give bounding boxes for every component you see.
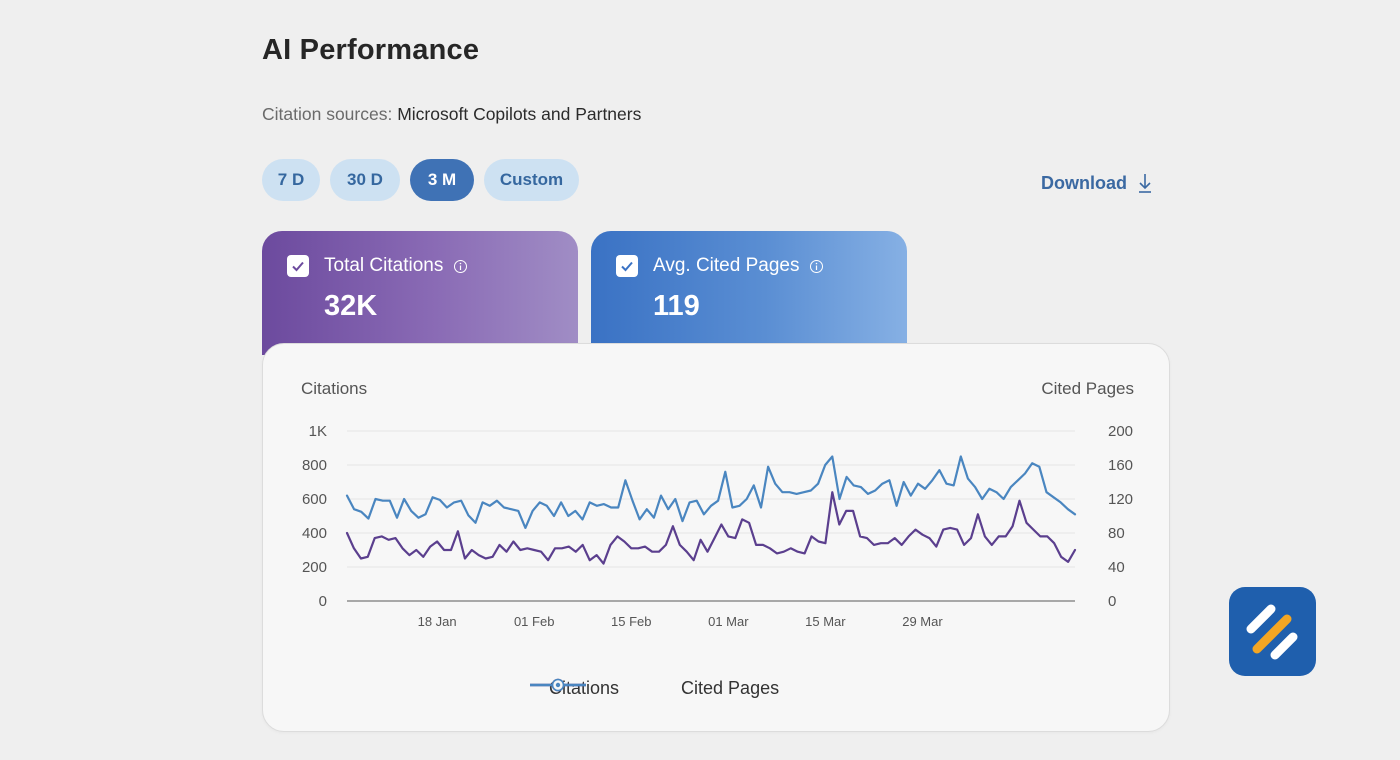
x-tick-label: 15 Feb xyxy=(611,614,651,629)
citation-sources-label: Citation sources: xyxy=(262,104,393,124)
y-right-tick-label: 120 xyxy=(1108,491,1133,508)
x-tick-label: 29 Mar xyxy=(902,614,943,629)
chart-legend: Citations Cited Pages xyxy=(529,678,779,699)
y-right-tick-label: 160 xyxy=(1108,457,1133,474)
download-icon xyxy=(1139,174,1151,193)
y-left-tick-label: 800 xyxy=(302,457,327,474)
y-right-tick-label: 80 xyxy=(1108,525,1125,542)
legend-cited-pages-label: Cited Pages xyxy=(681,678,780,698)
total-citations-label: Total Citations xyxy=(324,255,444,276)
left-axis-title: Citations xyxy=(301,379,367,398)
x-tick-label: 15 Mar xyxy=(805,614,846,629)
series-line-citations[interactable] xyxy=(345,491,1077,565)
y-right-tick-label: 0 xyxy=(1108,593,1116,610)
range-custom-button[interactable]: Custom xyxy=(484,159,579,201)
y-left-tick-label: 600 xyxy=(302,491,327,508)
logo-icon xyxy=(1246,604,1298,660)
x-tick-label: 18 Jan xyxy=(418,614,457,629)
right-axis-title: Cited Pages xyxy=(1041,379,1134,398)
series-line-cited-pages[interactable] xyxy=(345,455,1077,529)
info-icon[interactable] xyxy=(809,259,824,274)
range-7d-button[interactable]: 7 D xyxy=(262,159,320,201)
info-icon[interactable] xyxy=(453,259,468,274)
page-title: AI Performance xyxy=(262,34,480,66)
range-30d-button[interactable]: 30 D xyxy=(330,159,400,201)
y-right-tick-label: 40 xyxy=(1108,559,1125,576)
legend-citations-label: Citations xyxy=(549,678,620,698)
y-left-tick-label: 1K xyxy=(309,423,327,440)
download-button[interactable]: Download xyxy=(1041,172,1153,194)
line-chart: Citations Cited Pages 0 200 400 600 800 1K 0 4… xyxy=(301,379,1134,629)
y-left-tick-label: 400 xyxy=(302,525,327,542)
total-citations-checkbox[interactable] xyxy=(287,255,309,277)
avg-cited-pages-label: Avg. Cited Pages xyxy=(653,255,800,276)
y-left-tick-label: 200 xyxy=(302,559,327,576)
y-right-tick-label: 200 xyxy=(1108,423,1133,440)
x-tick-label: 01 Feb xyxy=(514,614,554,629)
citation-sources: Citation sources: Microsoft Copilots and… xyxy=(262,104,641,125)
legend-cited-pages[interactable]: Cited Pages xyxy=(530,678,780,699)
range-3m-button[interactable]: 3 M xyxy=(410,159,474,201)
y-left-tick-label: 0 xyxy=(319,593,327,610)
citation-sources-value: Microsoft Copilots and Partners xyxy=(397,104,642,124)
check-icon xyxy=(621,261,633,272)
total-citations-value: 32K xyxy=(324,290,378,322)
download-label: Download xyxy=(1041,172,1127,193)
total-citations-card[interactable]: Total Citations 32K xyxy=(262,231,578,355)
brand-logo xyxy=(1229,587,1316,676)
check-icon xyxy=(292,261,304,272)
avg-cited-pages-card[interactable]: Avg. Cited Pages 119 xyxy=(591,231,907,355)
x-tick-label: 01 Mar xyxy=(708,614,749,629)
avg-cited-pages-checkbox[interactable] xyxy=(616,255,638,277)
chart-panel: Citations Cited Pages 0 200 400 600 800 1K 0 4… xyxy=(262,343,1170,732)
avg-cited-pages-value: 119 xyxy=(653,290,700,322)
legend-cited-pages-marker-icon xyxy=(530,678,586,692)
